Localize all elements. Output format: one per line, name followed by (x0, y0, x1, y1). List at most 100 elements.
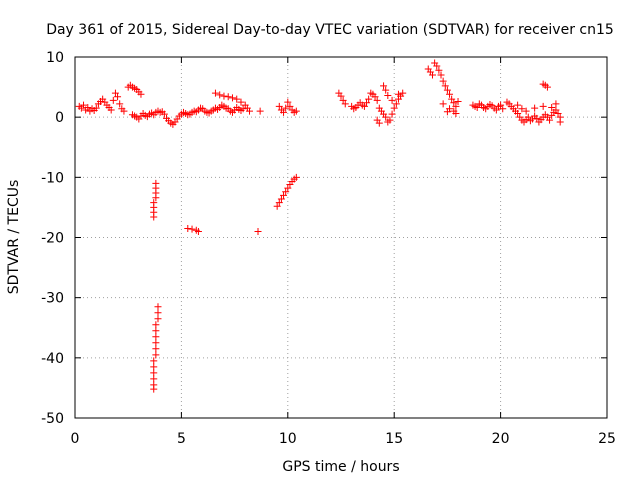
data-point (433, 62, 441, 70)
data-point (439, 77, 447, 85)
data-point (154, 309, 162, 317)
data-point (245, 107, 253, 115)
data-point (211, 89, 219, 97)
data-point (116, 100, 124, 108)
data-point (220, 92, 228, 100)
data-point (390, 104, 398, 112)
data-point (233, 95, 241, 103)
chart-title: Day 361 of 2015, Sidereal Day-to-day VTE… (46, 22, 614, 38)
data-point (277, 195, 285, 203)
data-point (216, 91, 224, 99)
data-point (548, 104, 556, 112)
y-tick-label: -30 (41, 291, 64, 307)
data-point (388, 110, 396, 118)
data-point (152, 321, 160, 329)
data-point (254, 227, 262, 235)
data-point (392, 100, 400, 108)
data-point (154, 303, 162, 311)
data-point (152, 194, 160, 202)
data-point (543, 83, 551, 91)
data-point (533, 114, 541, 122)
data-point (228, 94, 236, 102)
data-point (446, 90, 454, 98)
data-point (524, 113, 532, 121)
y-tick-label: -20 (41, 231, 64, 247)
data-point (556, 118, 564, 126)
data-point (84, 104, 92, 112)
data-point (373, 96, 381, 104)
y-tick-label: 10 (46, 50, 64, 66)
data-point (443, 108, 451, 116)
x-axis-label: GPS time / hours (282, 459, 399, 475)
data-point (150, 213, 158, 221)
data-point (360, 102, 368, 110)
y-tick-label: -40 (41, 351, 64, 367)
y-axis-label: SDTVAR / TECUs (6, 180, 22, 295)
data-point (137, 90, 145, 98)
data-point (382, 113, 390, 121)
data-point (546, 116, 554, 124)
y-tick-label: -10 (41, 170, 64, 186)
data-point (160, 110, 168, 118)
data-point (80, 101, 88, 109)
data-point (399, 89, 407, 97)
data-point (111, 89, 119, 97)
data-point (492, 106, 500, 114)
data-point (435, 66, 443, 74)
data-point (284, 98, 292, 106)
data-point (554, 110, 562, 118)
data-point (380, 82, 388, 90)
y-tick-label: -50 (41, 411, 64, 427)
data-point (280, 108, 288, 116)
data-point (120, 107, 128, 115)
data-point (514, 101, 522, 109)
data-point (256, 107, 264, 115)
data-point (194, 227, 202, 235)
x-tick-label: 10 (279, 431, 297, 447)
data-point (341, 100, 349, 108)
data-point (237, 98, 245, 106)
data-point (275, 102, 283, 110)
data-point (286, 102, 294, 110)
data-point (152, 333, 160, 341)
data-point (382, 86, 390, 94)
data-point (152, 339, 160, 347)
axis-ticks: 0 5 10 15 20 25 -50 -40 -30 -20 -10 0 10 (41, 50, 616, 447)
data-point (499, 105, 507, 113)
data-point (239, 105, 247, 113)
data-point (497, 101, 505, 109)
data-point (150, 375, 158, 383)
data-point (365, 95, 373, 103)
data-point (152, 345, 160, 353)
data-point (552, 100, 560, 108)
data-point (388, 96, 396, 104)
data-point (441, 82, 449, 90)
data-point (273, 202, 281, 210)
data-point (452, 110, 460, 118)
y-tick-label: 0 (55, 110, 64, 126)
data-point (154, 315, 162, 323)
data-point (514, 110, 522, 118)
data-points (75, 59, 564, 393)
data-point (224, 93, 232, 101)
grid-lines (75, 57, 607, 418)
data-point (448, 95, 456, 103)
data-point (150, 369, 158, 377)
data-point (284, 184, 292, 192)
data-point (454, 98, 462, 106)
data-point (107, 106, 115, 114)
data-point (552, 106, 560, 114)
data-point (384, 92, 392, 100)
data-point (522, 107, 530, 115)
data-point (386, 116, 394, 124)
data-point (292, 107, 300, 115)
data-point (184, 224, 192, 232)
data-point (109, 96, 117, 104)
data-point (375, 119, 383, 127)
x-tick-label: 0 (71, 431, 80, 447)
plot-frame (74, 56, 608, 419)
data-point (394, 90, 402, 98)
data-point (439, 100, 447, 108)
data-point (188, 225, 196, 233)
